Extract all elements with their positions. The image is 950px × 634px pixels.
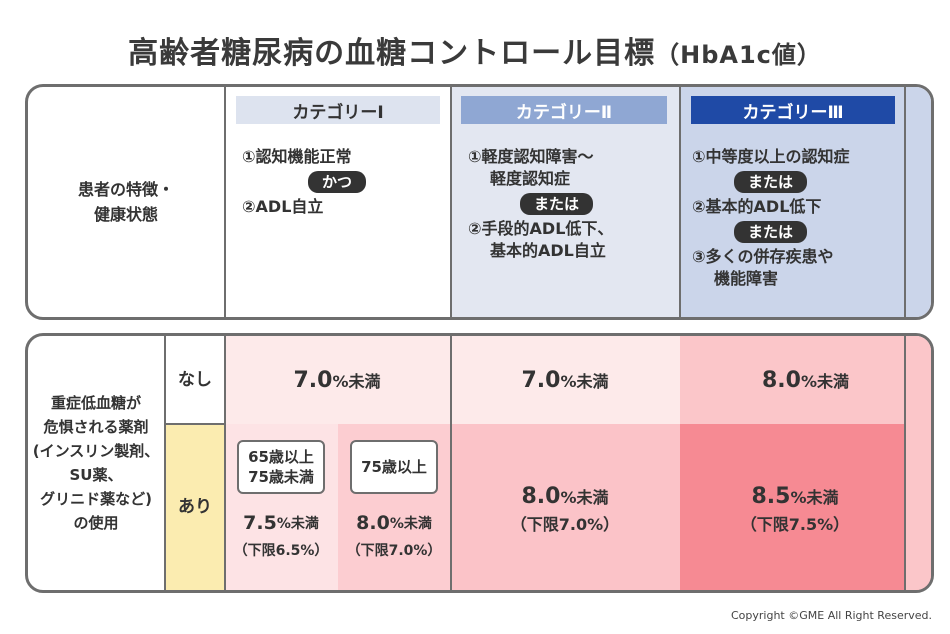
- nashi-cat1-cell: [224, 336, 450, 424]
- value-unit: %未満: [560, 372, 609, 391]
- patient-characteristics-panel: 患者の特徴・ 健康状態 カテゴリーⅠ ①認知機能正常 かつ ②ADL自立 カテゴ…: [25, 84, 934, 320]
- nashi-label: なし: [178, 369, 212, 390]
- category-1-features: ①認知機能正常 かつ ②ADL自立: [242, 146, 442, 218]
- divider: [450, 87, 452, 317]
- feature-line: ①軽度認知障害～: [468, 147, 594, 166]
- row-label-line: 重症低血糖が: [50, 394, 141, 412]
- feature-line: ①認知機能正常: [242, 147, 352, 166]
- divider: [224, 336, 226, 590]
- divider: [224, 87, 226, 317]
- ari-cat2-lower-limit: （下限7.0%）: [510, 515, 620, 534]
- divider: [679, 87, 681, 317]
- ari-label-cell: [165, 424, 224, 590]
- feature-line: 軽度認知症: [490, 169, 571, 188]
- value-unit: %未満: [332, 372, 381, 391]
- ari-cat1a-lower-limit: （下限6.5%）: [233, 543, 329, 559]
- value-number: 8.5: [751, 483, 791, 509]
- divider: [450, 336, 452, 590]
- divider: [904, 336, 906, 590]
- row-label-medication: 重症低血糖が 危惧される薬剤 (インスリン製剤、 SU薬、 グリニド薬など) の…: [28, 336, 164, 590]
- ari-cat1a-value: 7.5 %未満: [224, 508, 338, 538]
- nashi-cat3-value: 8.0 %未満: [680, 336, 931, 424]
- feature-line: 機能障害: [714, 269, 779, 288]
- conjunction-badge: かつ: [308, 171, 367, 193]
- row-label-line: SU薬、: [69, 466, 123, 484]
- feature-line: ③多くの併存疾患や: [692, 247, 834, 266]
- nashi-cat1-value: 7.0 %未満: [224, 336, 450, 424]
- ari-cat3-lower-limit: （下限7.5%）: [740, 515, 850, 534]
- ari-cat2-value: 8.0 %未満: [450, 481, 680, 511]
- divider: [164, 336, 166, 590]
- feature-line: ①中等度以上の認知症: [692, 147, 850, 166]
- row-label-line: グリニド薬など): [40, 490, 152, 508]
- edge-strip: [904, 336, 931, 590]
- value-number: 7.5: [243, 512, 277, 534]
- divider: [165, 423, 225, 425]
- value-unit: %未満: [790, 488, 839, 507]
- category-2-features: ①軽度認知障害～ 軽度認知症 または ②手段的ADL低下、 基本的ADL自立: [468, 146, 678, 262]
- value-unit: %未満: [800, 372, 850, 391]
- row-label-line: 危惧される薬剤: [43, 418, 149, 436]
- feature-line: ②手段的ADL低下、: [468, 219, 614, 238]
- feature-line: ②基本的ADL低下: [692, 197, 822, 216]
- value-unit: %未満: [560, 488, 609, 507]
- title-main: 高齢者糖尿病の血糖コントロール目標: [128, 36, 656, 71]
- age-range-box: 75歳以上: [350, 440, 438, 494]
- category-1-header: カテゴリーⅠ: [236, 96, 440, 124]
- title-sub: （HbA1c値）: [655, 41, 822, 69]
- row-label-line: (インスリン製剤、: [32, 442, 160, 460]
- value-number: 8.0: [761, 367, 801, 393]
- value-unit: %未満: [389, 516, 432, 532]
- ari-label: あり: [178, 496, 212, 517]
- value-number: 7.0: [521, 367, 561, 393]
- page-title: 高齢者糖尿病の血糖コントロール目標（HbA1c値）: [0, 28, 950, 72]
- category-2-header: カテゴリーⅡ: [461, 96, 667, 124]
- age-range-box: 65歳以上 75歳未満: [237, 440, 325, 494]
- conjunction-badge: または: [734, 171, 808, 193]
- conjunction-badge: または: [734, 221, 808, 243]
- nashi-cat2-value: 7.0 %未満: [450, 336, 680, 424]
- row-label-characteristics: 患者の特徴・ 健康状態: [28, 87, 224, 317]
- row-label-line: 健康状態: [93, 205, 158, 224]
- row-label-line: 患者の特徴・: [77, 180, 174, 199]
- feature-line: 基本的ADL自立: [490, 241, 606, 260]
- value-number: 8.0: [356, 512, 390, 534]
- ari-cat3-cell: [680, 424, 931, 590]
- age-line: 75歳未満: [248, 468, 314, 486]
- nashi-cat2-cell: [450, 336, 680, 424]
- nashi-cat3-cell: [680, 336, 931, 424]
- hba1c-target-panel: 重症低血糖が 危惧される薬剤 (インスリン製剤、 SU薬、 グリニド薬など) の…: [25, 333, 934, 593]
- feature-line: ②ADL自立: [242, 197, 324, 216]
- conjunction-badge: または: [520, 193, 594, 215]
- ari-cat1b-lower-limit: （下限7.0%）: [346, 543, 442, 559]
- value-number: 8.0: [521, 483, 561, 509]
- age-line: 65歳以上: [248, 448, 314, 466]
- category-3-features: ①中等度以上の認知症 または ②基本的ADL低下 または ③多くの併存疾患や 機…: [692, 146, 906, 290]
- ari-cat1b-value: 8.0 %未満: [338, 508, 450, 538]
- copyright: Copyright ©GME All Right Reserved.: [731, 609, 932, 622]
- row-label-line: の使用: [73, 514, 119, 532]
- cat3-background: [680, 87, 931, 317]
- value-unit: %未満: [276, 516, 319, 532]
- category-3-header: カテゴリーⅢ: [691, 96, 895, 124]
- ari-cat3-value: 8.5 %未満: [680, 481, 910, 511]
- divider: [904, 87, 906, 317]
- value-number: 7.0: [293, 367, 333, 393]
- ari-cat2-cell: [450, 424, 680, 590]
